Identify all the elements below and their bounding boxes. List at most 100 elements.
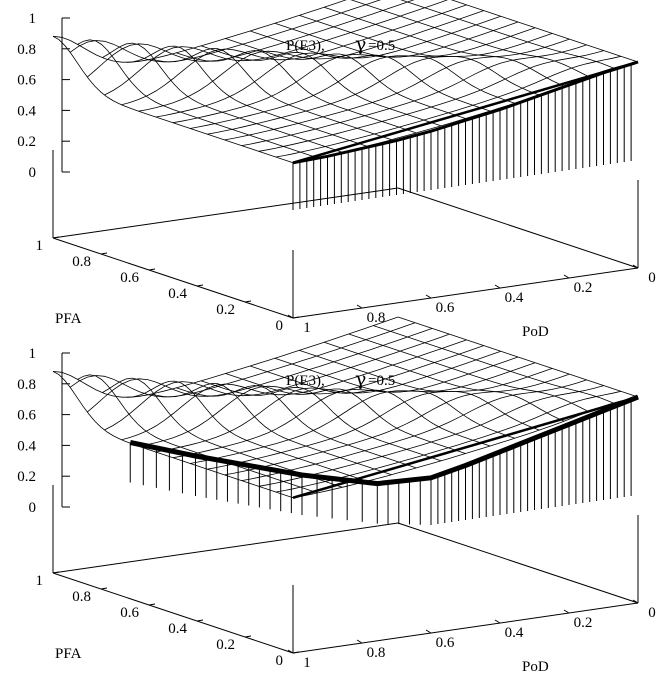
surface-mesh-line [151,48,392,141]
pod-tick-label: 1 [303,655,311,671]
surface-mesh-line [77,39,318,159]
surface-mesh-line [323,6,565,87]
z-tick-label: 0.8 [17,42,36,58]
pfa-tick-mark [292,316,300,319]
surface-mesh-line [249,365,491,447]
pod-tick-mark [287,649,294,654]
pfa-tick-mark [148,268,156,271]
surface-mesh-line [155,15,502,118]
pfa-tick-label: 0.2 [216,302,235,318]
surface-mesh-line [225,373,466,454]
series-curve [292,60,639,165]
pod-axis-line [292,602,639,654]
pfa-tick-mark [244,635,252,638]
surface-mesh-line [52,35,294,164]
pod-tick-label: 0.2 [574,280,593,296]
pod-tick-label: 1 [303,320,311,336]
surface-mesh-line [400,0,614,69]
pod-tick-mark [632,264,639,269]
pfa-tick-mark [100,252,108,255]
pfa-tick-mark [52,236,60,239]
surface-mesh-line [126,380,368,482]
pod-tick-mark [494,619,501,624]
pfa-tick-label: 0.2 [216,637,235,653]
pod-tick-label: 0.6 [436,300,455,316]
surface-mesh-line [299,350,540,431]
pod-tick-label: 0.8 [367,645,386,661]
surface-mesh-line [348,333,589,412]
surface-mesh-line [323,341,565,422]
z-tick-label: 0.6 [17,73,36,89]
pfa-axis-line [52,572,294,654]
floor-back-line [52,522,399,574]
pod-tick-mark [563,609,570,614]
surface-mesh-line [274,357,515,439]
surface-mesh-line [224,373,570,476]
z-tick-label: 0.4 [17,438,36,454]
floor-side-line [397,522,639,604]
pfa-tick-mark [292,651,300,654]
surface-mesh-line [102,42,343,153]
y-axis-label: PFA [55,646,82,662]
surface-mesh-line [225,38,466,119]
panel-top: P(E3), γ =0.5 PFA PoD 1 0.8 0.6 0.4 0.2 0 1 0.8… [17,0,656,340]
x-axis-label: PoD [522,659,549,674]
surface-mesh-line [126,45,368,147]
z-tick-label: 1 [29,346,37,362]
pfa-tick-mark [52,571,60,574]
pfa-tick-label: 0.4 [168,621,187,637]
z-tick-label: 1 [29,11,37,27]
pfa-tick-mark [244,300,252,303]
pfa-tick-label: 0.6 [120,605,139,621]
pfa-tick-label: 0.8 [72,254,91,270]
pod-tick-label: 0.4 [505,290,524,306]
pod-axis-line [292,267,639,319]
surface-mesh-line [52,371,294,499]
edge-curve [292,395,639,499]
surface-mesh-line [224,38,570,141]
surface-mesh-line [249,30,491,112]
surface-mesh-line [155,350,502,453]
series-curve [129,394,639,487]
gamma-value: =0.5 [368,373,395,389]
z-tick-label: 0.6 [17,408,36,424]
surface-mesh-line [258,385,604,487]
surface-mesh-line [176,50,417,134]
pod-tick-label: 0 [648,605,656,621]
floor-back-line [52,187,399,239]
pod-tick-mark [425,629,432,634]
pfa-tick-label: 0.6 [120,270,139,286]
surface-mesh-line [176,385,417,469]
pfa-axis-line [52,237,294,319]
gamma-value: =0.5 [368,38,395,54]
pod-tick-label: 0.6 [436,635,455,651]
pfa-tick-label: 0 [276,653,284,669]
pfa-tick-label: 0.4 [168,286,187,302]
edge-curve [292,60,639,164]
pod-tick-mark [563,274,570,279]
pfa-tick-label: 1 [36,238,44,254]
z-tick-label: 0.4 [17,103,36,119]
gamma-symbol: γ [355,368,366,390]
surface-mesh-line [200,45,442,127]
surface-mesh-line [274,22,515,104]
pfa-tick-mark [148,603,156,606]
surface-mesh-line [87,328,433,413]
pod-tick-label: 0.2 [574,615,593,631]
pod-tick-mark [356,304,363,309]
surface-mesh-line [450,0,639,63]
y-axis-label: PFA [55,311,82,327]
pod-tick-mark [494,284,501,289]
pod-tick-label: 0 [648,270,656,286]
pfa-tick-label: 1 [36,573,44,589]
chart-title: P(E3), [286,38,325,54]
surface-mesh-line [373,325,614,404]
gamma-symbol: γ [355,33,366,55]
pfa-tick-label: 0 [276,318,284,334]
pod-tick-mark [632,599,639,604]
chart-title: P(E3), [286,373,325,389]
surface-mesh-line [397,316,639,398]
pfa-tick-label: 0.8 [72,589,91,605]
